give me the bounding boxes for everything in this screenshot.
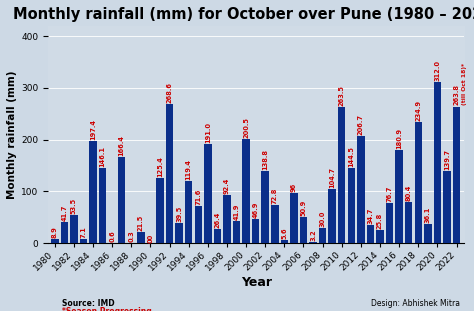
Text: 41.7: 41.7 [61, 204, 67, 220]
Text: 25.8: 25.8 [377, 212, 383, 229]
Text: 72.8: 72.8 [272, 188, 278, 204]
Text: Source: IMD: Source: IMD [62, 299, 114, 308]
Bar [328, 189, 336, 243]
Bar [262, 171, 269, 243]
Bar [61, 221, 68, 243]
Bar [185, 181, 192, 243]
Text: 96: 96 [291, 183, 297, 193]
Text: 50.9: 50.9 [301, 200, 307, 216]
Text: 146.1: 146.1 [100, 146, 106, 167]
Bar [214, 230, 221, 243]
Text: 104.7: 104.7 [329, 167, 335, 188]
Text: 3.2: 3.2 [310, 229, 316, 241]
Bar [89, 141, 97, 243]
Text: 30.0: 30.0 [319, 210, 326, 227]
Bar [175, 223, 183, 243]
Text: (till Oct 18)*: (till Oct 18)* [462, 63, 467, 105]
Text: 268.6: 268.6 [166, 82, 173, 103]
Y-axis label: Monthly rainfall (mm): Monthly rainfall (mm) [7, 70, 17, 199]
Bar [338, 107, 346, 243]
Bar [424, 225, 431, 243]
Bar [386, 203, 393, 243]
Text: 92.4: 92.4 [224, 178, 230, 194]
Bar [405, 202, 412, 243]
Bar [223, 195, 231, 243]
Text: 263.5: 263.5 [339, 85, 345, 106]
Bar [99, 168, 106, 243]
Text: 71.6: 71.6 [195, 189, 201, 205]
Bar [347, 168, 355, 243]
Bar [357, 136, 365, 243]
Bar [80, 239, 87, 243]
Bar [443, 171, 451, 243]
Title: Monthly rainfall (mm) for October over Pune (1980 – 2022): Monthly rainfall (mm) for October over P… [13, 7, 474, 22]
Bar [300, 217, 307, 243]
Bar [51, 239, 58, 243]
Text: 200.5: 200.5 [243, 118, 249, 138]
Bar [271, 206, 279, 243]
Text: 206.7: 206.7 [358, 114, 364, 135]
Text: 7.1: 7.1 [81, 227, 86, 239]
Text: 144.5: 144.5 [348, 146, 354, 167]
Bar [319, 228, 326, 243]
Text: 00: 00 [147, 233, 154, 243]
Bar [367, 225, 374, 243]
Bar [453, 107, 460, 243]
Bar [204, 144, 211, 243]
Text: 26.4: 26.4 [214, 212, 220, 229]
Bar [194, 206, 202, 243]
X-axis label: Year: Year [241, 276, 272, 289]
Bar [156, 178, 164, 243]
Text: 53.5: 53.5 [71, 198, 77, 215]
Text: 0.3: 0.3 [128, 231, 134, 243]
Bar [310, 242, 317, 243]
Text: 312.0: 312.0 [434, 60, 440, 81]
Text: 139.7: 139.7 [444, 149, 450, 170]
Text: 80.4: 80.4 [406, 184, 412, 201]
Bar [434, 82, 441, 243]
Bar [233, 221, 240, 243]
Text: 5.6: 5.6 [282, 228, 287, 239]
Text: Design: Abhishek Mitra: Design: Abhishek Mitra [371, 299, 460, 308]
Text: 41.9: 41.9 [234, 204, 239, 220]
Text: 119.4: 119.4 [186, 159, 191, 180]
Text: 138.8: 138.8 [262, 149, 268, 170]
Text: 39.5: 39.5 [176, 206, 182, 222]
Bar [118, 157, 126, 243]
Bar [137, 232, 145, 243]
Text: 21.5: 21.5 [138, 215, 144, 231]
Text: 34.7: 34.7 [367, 208, 374, 224]
Text: 76.7: 76.7 [387, 186, 392, 202]
Text: *Season Progressing: *Season Progressing [62, 307, 151, 311]
Bar [70, 216, 78, 243]
Text: 180.9: 180.9 [396, 128, 402, 149]
Text: 166.4: 166.4 [118, 135, 125, 156]
Bar [281, 240, 288, 243]
Bar [166, 104, 173, 243]
Text: 263.8: 263.8 [454, 84, 459, 105]
Bar [242, 139, 250, 243]
Text: 197.4: 197.4 [90, 119, 96, 140]
Bar [290, 193, 298, 243]
Text: 234.9: 234.9 [415, 100, 421, 121]
Bar [415, 122, 422, 243]
Bar [252, 219, 259, 243]
Bar [376, 230, 384, 243]
Text: 36.1: 36.1 [425, 207, 431, 223]
Text: 191.0: 191.0 [205, 122, 211, 143]
Text: 8.9: 8.9 [52, 226, 58, 238]
Text: 125.4: 125.4 [157, 156, 163, 177]
Text: 46.9: 46.9 [253, 202, 259, 218]
Text: 0.6: 0.6 [109, 230, 115, 242]
Bar [395, 150, 403, 243]
